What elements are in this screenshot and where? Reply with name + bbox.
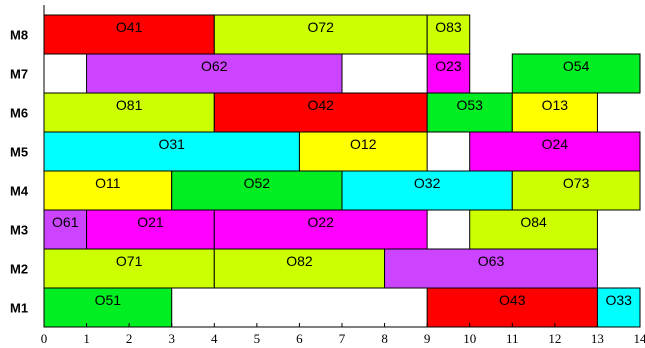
x-tick-label-12: 12 (548, 331, 561, 346)
x-tick-label-4: 4 (211, 331, 218, 346)
task-label-o81: O81 (116, 97, 143, 113)
task-label-o61: O61 (52, 214, 79, 230)
machine-label-m2: M2 (10, 262, 28, 277)
x-tick-label-8: 8 (381, 331, 388, 346)
x-tick-label-3: 3 (168, 331, 175, 346)
task-label-o13: O13 (542, 97, 569, 113)
task-label-o41: O41 (116, 19, 143, 35)
task-label-o83: O83 (435, 19, 462, 35)
task-label-o54: O54 (563, 58, 590, 74)
machine-label-m3: M3 (10, 223, 28, 238)
task-label-o32: O32 (414, 175, 441, 191)
task-label-o82: O82 (286, 253, 313, 269)
x-tick-label-1: 1 (83, 331, 90, 346)
task-label-o24: O24 (542, 136, 569, 152)
task-label-o62: O62 (201, 58, 228, 74)
task-label-o63: O63 (478, 253, 505, 269)
machine-label-m1: M1 (10, 301, 28, 316)
machine-label-m4: M4 (10, 184, 29, 199)
machine-labels: M8 M7 M6 M5 M4 M3 M2 M1 (10, 28, 29, 316)
machine-label-m7: M7 (10, 67, 28, 82)
task-label-o72: O72 (307, 19, 334, 35)
machine-label-m5: M5 (10, 145, 28, 160)
x-tick-label-11: 11 (506, 331, 519, 346)
task-label-o12: O12 (350, 136, 377, 152)
task-bars: O41 O72 O83 O62 O23 O54 O81 O42 O53 O13 O31 O12 O24 O… (44, 15, 640, 327)
task-label-o22: O22 (307, 214, 334, 230)
task-label-o23: O23 (435, 58, 462, 74)
task-label-o51: O51 (95, 292, 122, 308)
x-tick-label-7: 7 (339, 331, 346, 346)
machine-label-m6: M6 (10, 106, 28, 121)
task-label-o43: O43 (499, 292, 526, 308)
task-label-o73: O73 (563, 175, 590, 191)
x-tick-label-6: 6 (296, 331, 303, 346)
x-tick-label-9: 9 (424, 331, 431, 346)
x-tick-label-14: 14 (634, 331, 645, 346)
task-label-o33: O33 (605, 292, 632, 308)
x-tick-label-0: 0 (41, 331, 48, 346)
task-label-o52: O52 (244, 175, 271, 191)
task-label-o31: O31 (158, 136, 185, 152)
task-label-o21: O21 (137, 214, 164, 230)
x-tick-label-2: 2 (126, 331, 133, 346)
x-tick-label-10: 10 (463, 331, 476, 346)
task-label-o84: O84 (520, 214, 547, 230)
task-label-o11: O11 (95, 175, 121, 191)
task-label-o53: O53 (456, 97, 483, 113)
machine-label-m8: M8 (10, 28, 28, 43)
task-label-o71: O71 (116, 253, 143, 269)
x-tick-label-13: 13 (591, 331, 604, 346)
x-tick-label-5: 5 (254, 331, 261, 346)
task-label-o42: O42 (307, 97, 334, 113)
